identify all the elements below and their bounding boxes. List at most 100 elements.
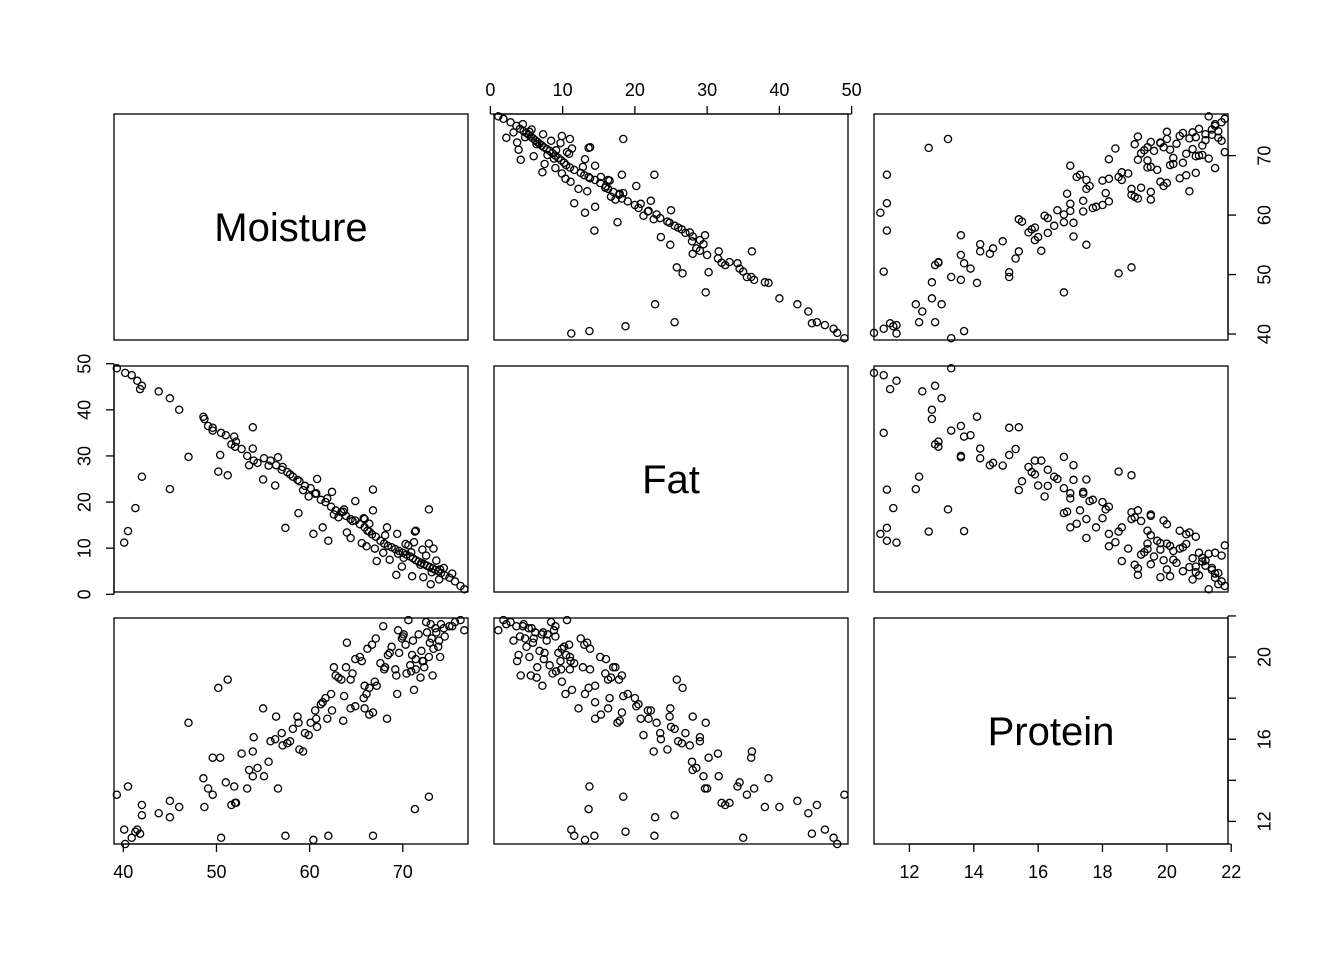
data-point	[324, 831, 333, 841]
data-point	[1181, 149, 1191, 159]
data-point	[365, 683, 374, 693]
data-point	[1156, 538, 1165, 548]
data-point	[208, 423, 217, 433]
data-point	[636, 199, 645, 209]
data-point	[237, 444, 246, 454]
data-point	[584, 143, 593, 153]
data-point	[348, 516, 357, 526]
data-point	[216, 428, 226, 438]
data-point	[318, 523, 327, 532]
data-point	[678, 269, 687, 278]
data-point	[223, 471, 232, 480]
data-point	[1210, 548, 1220, 558]
data-point	[685, 228, 695, 237]
data-point	[1069, 475, 1078, 485]
data-point	[1014, 247, 1024, 256]
data-point	[551, 146, 561, 155]
data-point	[580, 208, 590, 217]
data-point	[1059, 483, 1069, 493]
data-point	[1111, 537, 1120, 547]
data-point	[1111, 144, 1120, 153]
data-point	[735, 778, 744, 787]
data-point	[606, 673, 616, 682]
data-point	[1040, 211, 1049, 220]
data-point	[363, 644, 372, 654]
data-point	[411, 665, 421, 674]
data-point	[975, 453, 985, 463]
data-point	[447, 621, 457, 631]
data-point	[639, 730, 648, 740]
data-point	[357, 538, 367, 548]
data-point	[1156, 138, 1165, 148]
diagonal-label: Protein	[988, 710, 1115, 754]
data-point	[956, 275, 966, 285]
data-point	[359, 513, 368, 523]
data-point	[1165, 572, 1175, 581]
data-point	[392, 671, 401, 680]
data-point	[215, 753, 225, 762]
data-point	[264, 757, 273, 767]
data-point	[323, 494, 332, 503]
data-point	[611, 663, 620, 672]
data-point	[405, 661, 415, 670]
data-point	[1156, 177, 1165, 187]
data-point	[840, 333, 849, 343]
data-point	[131, 503, 140, 513]
data-point	[422, 628, 432, 637]
data-point	[956, 231, 966, 240]
data-point	[525, 652, 534, 662]
data-point	[428, 671, 437, 680]
data-point	[165, 813, 175, 822]
data-point	[409, 537, 419, 547]
data-point	[617, 170, 627, 179]
data-point	[601, 669, 610, 678]
data-point	[1204, 112, 1213, 121]
data-point	[749, 275, 759, 285]
data-point	[1004, 267, 1014, 277]
data-point	[460, 626, 469, 635]
data-point	[1104, 542, 1114, 551]
data-point	[670, 317, 679, 327]
data-point	[1101, 188, 1110, 198]
data-point	[998, 461, 1007, 470]
data-point	[569, 165, 579, 175]
tick-label: 40	[113, 862, 133, 882]
data-point	[527, 624, 536, 633]
data-point	[911, 484, 921, 494]
data-point	[528, 638, 538, 647]
data-point	[578, 162, 588, 172]
data-point	[509, 636, 518, 645]
data-point	[285, 470, 295, 479]
data-point	[557, 644, 567, 654]
data-point	[367, 640, 377, 649]
data-point	[1024, 228, 1033, 237]
tick-label: 30	[697, 80, 717, 100]
data-point	[650, 831, 659, 841]
data-point	[119, 825, 129, 834]
data-point	[1033, 481, 1043, 490]
data-point	[499, 114, 508, 124]
data-point	[584, 683, 593, 693]
data-point	[309, 529, 318, 539]
data-point	[1188, 144, 1197, 154]
data-point	[876, 208, 885, 217]
data-point	[832, 839, 842, 849]
data-point	[556, 138, 565, 148]
data-point	[540, 648, 549, 658]
data-point	[411, 526, 421, 535]
data-point	[154, 387, 163, 396]
data-point	[956, 453, 966, 462]
data-point	[1091, 202, 1101, 212]
data-point	[253, 763, 262, 773]
data-point	[735, 264, 744, 273]
data-point	[281, 831, 290, 841]
data-point	[294, 508, 303, 518]
data-point	[1210, 569, 1220, 578]
data-point	[764, 278, 773, 288]
data-point	[714, 247, 723, 256]
data-point	[632, 702, 641, 711]
data-point	[869, 328, 879, 338]
data-point	[1072, 172, 1081, 182]
data-point	[807, 319, 817, 328]
data-point	[1104, 174, 1114, 184]
